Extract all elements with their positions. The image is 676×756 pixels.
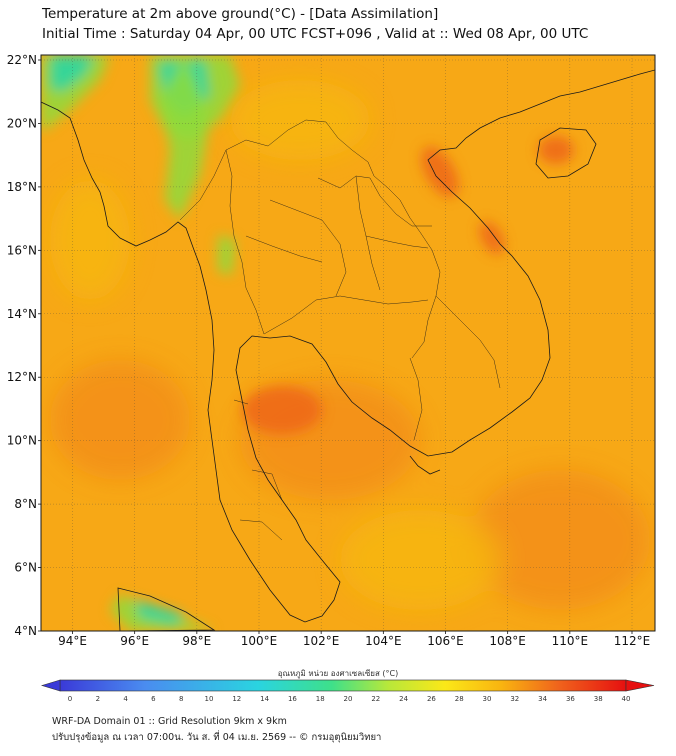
colorbar-label: อุณหภูมิ หน่วย องศาเซลเซียส (°C) [277, 669, 399, 678]
colorbar-tick-label: 8 [179, 695, 183, 703]
lon-label: 102°E [303, 634, 340, 648]
lon-label: 112°E [614, 634, 651, 648]
lon-label: 110°E [552, 634, 589, 648]
colorbar-tick-label: 34 [538, 695, 547, 703]
cool-areas [41, 55, 240, 631]
colorbar-tick-label: 0 [68, 695, 72, 703]
lon-label: 104°E [365, 634, 402, 648]
lat-label: 22°N [7, 53, 37, 67]
colorbar-tick-label: 18 [316, 695, 325, 703]
latitude-labels: 22°N 20°N 18°N 16°N 14°N 12°N 10°N 8°N 6°N 4°N [7, 53, 41, 638]
colorbar-tick-label: 20 [344, 695, 353, 703]
admin-borders [179, 119, 501, 541]
colorbar-tick-label: 24 [399, 695, 408, 703]
lat-label: 14°N [7, 307, 37, 321]
colorbar-tick-label: 40 [622, 695, 631, 703]
colorbar-tick-label: 26 [427, 695, 436, 703]
lon-label: 100°E [241, 634, 278, 648]
colorbar-tick-label: 36 [566, 695, 575, 703]
lon-label: 98°E [182, 634, 211, 648]
colorbar-tick-label: 2 [96, 695, 100, 703]
colorbar-ticks: 0 2 4 6 8 10 12 14 16 18 20 22 24 26 28 30 32 34 36 38 40 [68, 695, 631, 703]
lat-label: 20°N [7, 116, 37, 130]
lat-label: 10°N [7, 434, 37, 448]
footer-update-info: ปรับปรุงข้อมูล ณ เวลา 07:00น. วัน ส. ที่… [52, 732, 382, 743]
colorbar-tick-label: 4 [123, 695, 128, 703]
longitude-labels: 94°E 96°E 98°E 100°E 102°E 104°E 106°E 108°E 110… [58, 631, 650, 648]
graticule [41, 55, 655, 631]
colorbar-tick-label: 22 [371, 695, 380, 703]
chart-title: Temperature at 2m above ground(°C) - [Da… [42, 6, 439, 22]
colorbar-tick-label: 32 [510, 695, 519, 703]
colorbar-tick-label: 10 [205, 695, 214, 703]
chart-subtitle: Initial Time : Saturday 04 Apr, 00 UTC F… [42, 26, 589, 42]
colorbar-min-arrow [40, 679, 61, 692]
lon-label: 106°E [427, 634, 464, 648]
colorbar-tick-label: 38 [594, 695, 603, 703]
colorbar-ramp [59, 679, 627, 692]
lat-label: 4°N [14, 624, 37, 638]
temperature-patches [50, 80, 650, 610]
map-frame [40, 54, 656, 632]
footer-model-info: WRF-DA Domain 01 :: Grid Resolution 9km … [52, 716, 287, 727]
lat-label: 12°N [7, 370, 37, 384]
map-field [41, 55, 655, 631]
lat-label: 16°N [7, 243, 37, 257]
lon-label: 96°E [120, 634, 149, 648]
colorbar-tick-label: 14 [260, 695, 269, 703]
lat-label: 18°N [7, 180, 37, 194]
hot-spots [242, 136, 574, 434]
colorbar-tick-label: 30 [483, 695, 492, 703]
coastlines [41, 69, 655, 631]
colorbar-max-arrow [625, 679, 655, 692]
lat-label: 8°N [14, 497, 37, 511]
lat-label: 6°N [14, 561, 37, 575]
lon-label: 108°E [489, 634, 526, 648]
colorbar-tick-label: 28 [455, 695, 464, 703]
colorbar-tick-label: 6 [151, 695, 156, 703]
colorbar-tick-label: 16 [288, 695, 297, 703]
colorbar: 0 2 4 6 8 10 12 14 16 18 20 22 24 26 28 30 32 34 36 38 40 [40, 679, 655, 703]
lon-label: 94°E [58, 634, 87, 648]
colorbar-tick-label: 12 [232, 695, 241, 703]
